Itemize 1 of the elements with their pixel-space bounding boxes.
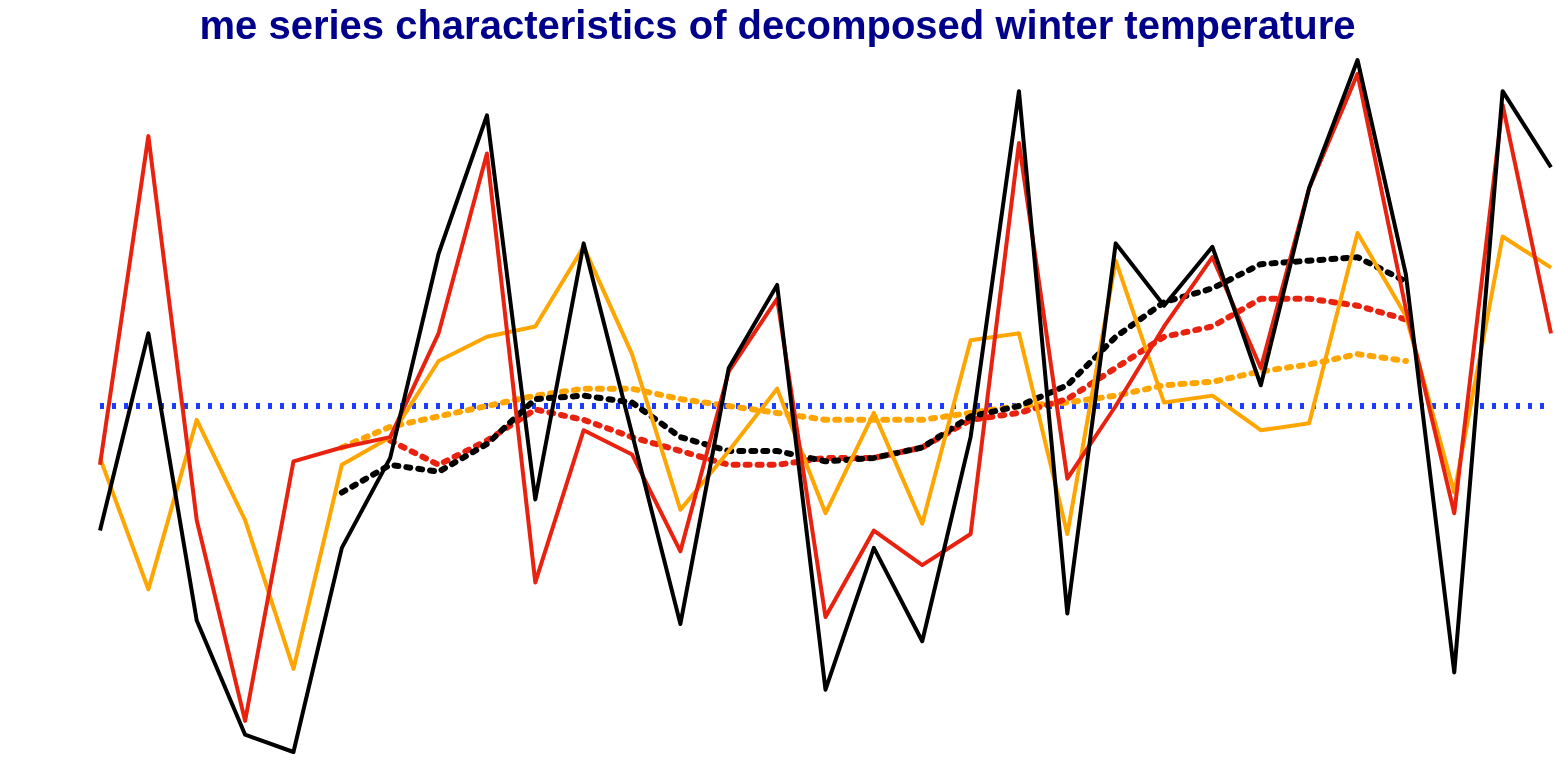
- chart-title: me series characteristics of decomposed winter temperature: [198, 2, 1357, 49]
